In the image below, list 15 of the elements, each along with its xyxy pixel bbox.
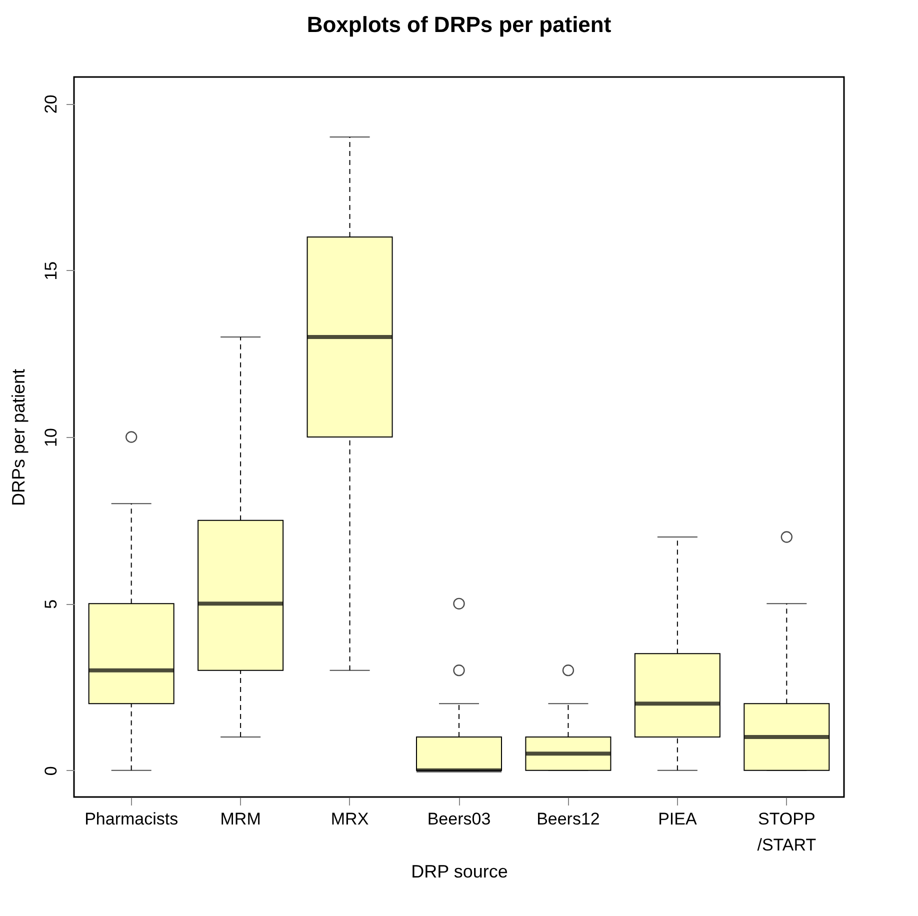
y-tick-label: 20	[42, 94, 60, 114]
y-tick-label: 0	[42, 766, 60, 776]
y-tick-label: 5	[42, 599, 60, 609]
y-axis-title: DRPs per patient	[8, 368, 28, 506]
x-axis-title: DRP source	[411, 862, 508, 882]
x-tick-label: MRX	[330, 810, 369, 828]
x-tick-label: Pharmacists	[84, 810, 178, 828]
x-tick-label: Beers12	[536, 810, 600, 828]
x-tick-label: MRM	[220, 810, 261, 828]
chart-title: Boxplots of DRPs per patient	[306, 12, 612, 37]
y-tick-label: 10	[42, 428, 60, 447]
y-tick-label: 15	[42, 261, 60, 280]
x-tick-label: STOPP /START	[757, 810, 816, 854]
x-tick-label: PIEA	[658, 810, 698, 828]
x-tick-label: Beers03	[427, 810, 491, 828]
